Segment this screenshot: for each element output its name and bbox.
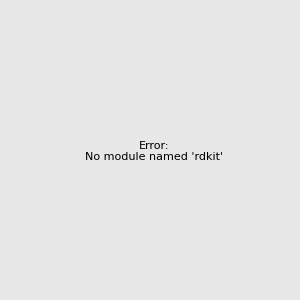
- Text: Error:
No module named 'rdkit': Error: No module named 'rdkit': [85, 141, 223, 162]
